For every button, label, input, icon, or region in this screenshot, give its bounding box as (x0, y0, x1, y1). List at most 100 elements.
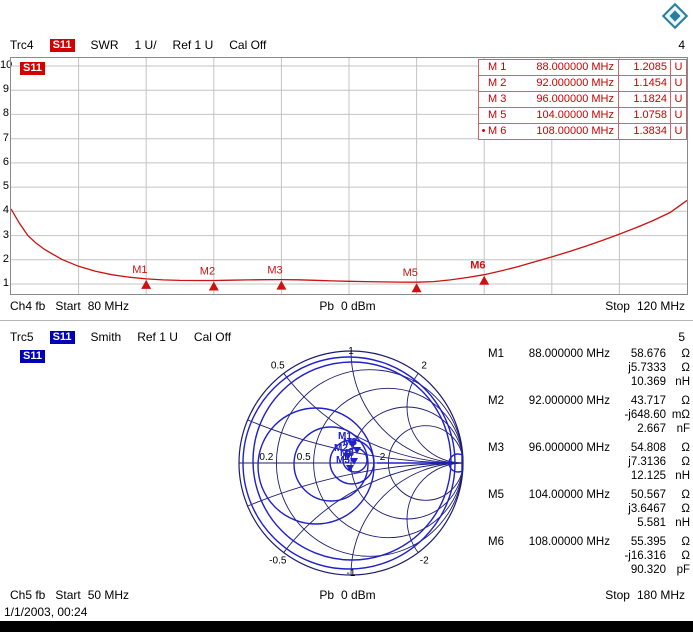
cal-state: Cal Off (193, 330, 232, 344)
measurement-badge[interactable]: S11 (49, 330, 75, 344)
channel-label[interactable]: Ch5 fb (10, 588, 46, 602)
swr-trace (11, 199, 687, 283)
power-value[interactable]: 0 dBm (341, 588, 376, 602)
trace-name[interactable]: Trc5 (10, 330, 34, 344)
smith-grid-label: 1 (342, 452, 348, 463)
smith-marker-table: M1 88.000000 MHz 58.676 Ω j5.7333 Ω 10.3… (488, 347, 690, 582)
stop-frequency[interactable]: 120 MHz (636, 299, 685, 313)
marker-row: M 3 96.000000 MHz 1.1824 U (479, 92, 686, 108)
rohde-schwarz-logo-icon (661, 2, 689, 30)
marker-frequency: 92.000000 MHz (528, 395, 610, 407)
marker-frequency: 88.000000 MHz (528, 348, 610, 360)
marker-frequency: 96.000000 MHz (536, 93, 614, 105)
swr-marker-label: M2 (200, 266, 215, 278)
marker-frequency: 88.000000 MHz (536, 61, 614, 73)
y-axis-label: 10 (0, 59, 13, 71)
channel-label[interactable]: Ch4 fb (10, 299, 46, 313)
window-number: 5 (678, 330, 685, 344)
marker-value: 2.667 (637, 423, 666, 435)
marker-unit: nH (675, 517, 690, 529)
trace-name[interactable]: Trc4 (10, 38, 34, 52)
marker-label: M1 (488, 348, 504, 360)
trace-ref: Ref 1 U (172, 38, 214, 52)
swr-plot[interactable]: M1 M2 M3 M5 M6 (11, 58, 687, 294)
marker-row: M 1 88.000000 MHz 1.2085 U (479, 60, 686, 76)
smith-marker-group: M1 88.000000 MHz 58.676 Ω j5.7333 Ω 10.3… (488, 347, 690, 389)
marker-value: 1.2085 (618, 60, 670, 75)
smith-marker-label: M2 (334, 443, 348, 454)
marker-label: M 1 (488, 61, 507, 73)
smith-trace (252, 361, 452, 561)
marker-unit: U (670, 92, 686, 107)
power-value[interactable]: 0 dBm (341, 299, 376, 313)
marker-value: j7.3136 (628, 456, 666, 468)
measurement-badge[interactable]: S11 (49, 38, 75, 52)
trace-format: Smith (90, 330, 122, 344)
marker-unit: U (670, 108, 686, 123)
smith-marker-M5[interactable] (346, 465, 354, 472)
swr-marker-label: M5 (403, 267, 418, 279)
marker-value: 54.808 (630, 442, 666, 454)
trace-ref: Ref 1 U (137, 330, 178, 344)
marker-value: 1.1454 (618, 76, 670, 91)
swr-marker-table: M 1 88.000000 MHz 1.2085 U M 2 92.000000… (478, 59, 687, 140)
y-axis-label: 8 (2, 107, 9, 119)
smith-trace (293, 426, 369, 502)
marker-frequency: 108.00000 MHz (528, 536, 610, 548)
marker-unit: mΩ (671, 409, 690, 421)
swr-marker-M3[interactable] (276, 280, 287, 290)
marker-value: 1.3834 (618, 124, 670, 139)
swr-trace-badge[interactable]: S11 (20, 62, 45, 75)
smith-channel-footer: Ch5 fb Start 50 MHz Pb 0 dBm Stop 180 MH… (10, 588, 685, 602)
marker-unit: Ω (681, 442, 690, 454)
smith-trace (257, 407, 375, 525)
cal-state: Cal Off (229, 38, 267, 52)
marker-unit: U (670, 60, 686, 75)
y-axis-label: 4 (2, 204, 9, 216)
marker-unit: Ω (681, 536, 690, 548)
smith-grid-label: -2 (420, 556, 429, 567)
marker-unit: Ω (681, 489, 690, 501)
marker-unit: U (670, 76, 686, 91)
stop-frequency[interactable]: 180 MHz (636, 588, 685, 602)
swr-marker-M2[interactable] (208, 281, 219, 291)
smith-diagram-area[interactable]: 0.2 0.5 1 2 0.5 -0.5 1 -1 2 -2 M1 M3 M2 M6 M5 (0, 344, 693, 582)
smith-marker-M6[interactable] (350, 458, 358, 465)
marker-label: M 2 (488, 77, 507, 89)
start-frequency[interactable]: 80 MHz (87, 299, 130, 313)
marker-value: 58.676 (630, 348, 666, 360)
y-axis-label: 3 (2, 229, 9, 241)
marker-row: • M 6 108.00000 MHz 1.3834 U (479, 124, 686, 139)
swr-diagram-area[interactable]: M1 M2 M3 M5 M6 (10, 57, 688, 295)
active-marker-dot (479, 76, 488, 91)
start-label: Start (55, 588, 81, 602)
marker-value: j3.6467 (628, 503, 666, 515)
smith-marker-M3[interactable] (353, 447, 361, 454)
smith-marker-group: M3 96.000000 MHz 54.808 Ω j7.3136 Ω 12.1… (488, 441, 690, 483)
swr-marker-M5[interactable] (411, 283, 422, 293)
stop-label: Stop (605, 299, 630, 313)
smith-grid-label: 0.5 (271, 360, 285, 371)
marker-label: M3 (488, 442, 504, 454)
marker-unit: Ω (681, 348, 690, 360)
marker-value: 50.567 (630, 489, 666, 501)
smith-marker-M1[interactable] (348, 441, 356, 448)
taskbar (0, 621, 693, 632)
start-frequency[interactable]: 50 MHz (87, 588, 130, 602)
marker-unit: U (670, 124, 686, 139)
marker-label: M 6 (488, 125, 507, 137)
marker-unit: pF (676, 564, 690, 576)
swr-marker-M1[interactable] (141, 279, 152, 289)
marker-value: 1.1824 (618, 92, 670, 107)
marker-unit: Ω (681, 362, 690, 374)
smith-marker-label: M1 (338, 431, 352, 442)
smith-marker-M2[interactable] (344, 453, 352, 460)
smith-grid-label: 0.2 (259, 452, 273, 463)
smith-trace-badge[interactable]: S11 (20, 350, 45, 363)
marker-label: M5 (488, 489, 504, 501)
swr-marker-M6[interactable] (479, 275, 490, 285)
smith-marker-group: M6 108.00000 MHz 55.395 Ω -j16.316 Ω 90.… (488, 535, 690, 577)
marker-value: 43.717 (630, 395, 666, 407)
smith-grid-label: 2 (380, 452, 386, 463)
